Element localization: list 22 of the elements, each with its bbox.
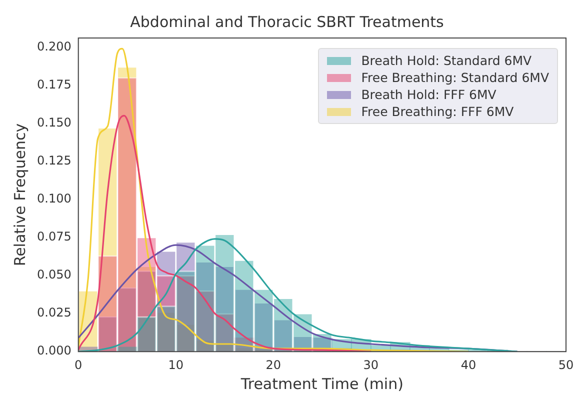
y-tick-label: 0.050 bbox=[36, 268, 72, 282]
y-tick-label: 0.200 bbox=[36, 39, 72, 54]
chart-title: Abdominal and Thoracic SBRT Treatments bbox=[130, 12, 444, 31]
y-tick-label: 0.150 bbox=[36, 115, 72, 130]
x-tick-label: 20 bbox=[266, 358, 282, 372]
y-tick-label: 0.025 bbox=[36, 306, 72, 320]
legend-label: Free Breathing: Standard 6MV bbox=[361, 69, 549, 86]
x-tick-label: 30 bbox=[363, 358, 379, 372]
y-tick-label: 0.175 bbox=[36, 77, 72, 92]
legend-label: Breath Hold: Standard 6MV bbox=[361, 52, 532, 69]
x-tick-label: 50 bbox=[558, 358, 574, 372]
x-tick-label: 10 bbox=[168, 358, 184, 372]
y-axis-title: Relative Frequency bbox=[10, 123, 29, 266]
legend-label: Breath Hold: FFF 6MV bbox=[361, 86, 496, 103]
y-tick-label: 0.000 bbox=[36, 344, 72, 358]
legend-label: Free Breathing: FFF 6MV bbox=[361, 103, 514, 120]
x-tick-label: 0 bbox=[74, 358, 82, 372]
y-tick-label: 0.125 bbox=[36, 153, 72, 168]
x-axis-title: Treatment Time (min) bbox=[240, 374, 404, 393]
x-tick-label: 40 bbox=[460, 358, 476, 372]
y-tick-label: 0.100 bbox=[36, 191, 72, 206]
y-tick-label: 0.075 bbox=[36, 230, 72, 244]
